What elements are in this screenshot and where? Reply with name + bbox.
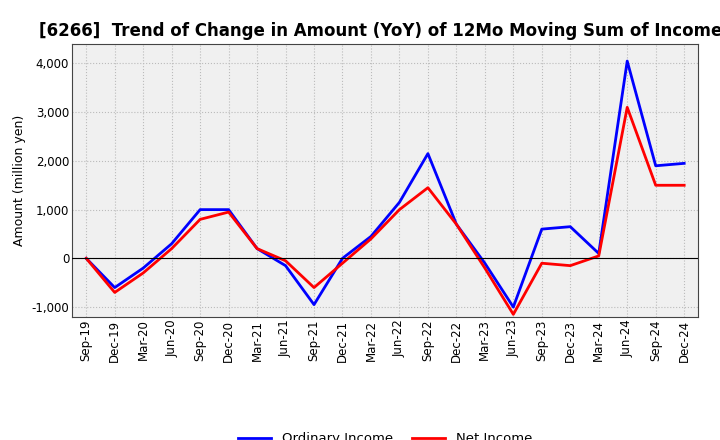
Net Income xyxy=(680,183,688,188)
Net Income xyxy=(452,222,461,227)
Ordinary Income xyxy=(652,163,660,169)
Net Income xyxy=(282,258,290,264)
Net Income xyxy=(537,260,546,266)
Y-axis label: Amount (million yen): Amount (million yen) xyxy=(13,115,26,246)
Net Income xyxy=(595,253,603,259)
Net Income xyxy=(395,207,404,212)
Net Income xyxy=(167,246,176,251)
Ordinary Income xyxy=(366,234,375,239)
Net Income xyxy=(196,217,204,222)
Net Income xyxy=(652,183,660,188)
Net Income xyxy=(253,246,261,251)
Ordinary Income xyxy=(253,246,261,251)
Net Income xyxy=(310,285,318,290)
Line: Net Income: Net Income xyxy=(86,107,684,314)
Ordinary Income xyxy=(225,207,233,212)
Ordinary Income xyxy=(167,241,176,246)
Ordinary Income xyxy=(623,59,631,64)
Net Income xyxy=(225,209,233,215)
Ordinary Income xyxy=(338,256,347,261)
Net Income xyxy=(480,265,489,271)
Ordinary Income xyxy=(196,207,204,212)
Ordinary Income xyxy=(537,227,546,232)
Ordinary Income xyxy=(395,200,404,205)
Ordinary Income xyxy=(480,260,489,266)
Line: Ordinary Income: Ordinary Income xyxy=(86,61,684,307)
Ordinary Income xyxy=(566,224,575,229)
Ordinary Income xyxy=(82,256,91,261)
Title: [6266]  Trend of Change in Amount (YoY) of 12Mo Moving Sum of Incomes: [6266] Trend of Change in Amount (YoY) o… xyxy=(39,22,720,40)
Net Income xyxy=(139,270,148,275)
Net Income xyxy=(623,105,631,110)
Ordinary Income xyxy=(139,265,148,271)
Ordinary Income xyxy=(595,251,603,256)
Legend: Ordinary Income, Net Income: Ordinary Income, Net Income xyxy=(233,427,538,440)
Ordinary Income xyxy=(110,285,119,290)
Net Income xyxy=(338,260,347,266)
Ordinary Income xyxy=(452,222,461,227)
Net Income xyxy=(110,290,119,295)
Ordinary Income xyxy=(310,302,318,307)
Net Income xyxy=(82,256,91,261)
Ordinary Income xyxy=(680,161,688,166)
Ordinary Income xyxy=(509,304,518,310)
Ordinary Income xyxy=(423,151,432,156)
Net Income xyxy=(509,312,518,317)
Ordinary Income xyxy=(282,263,290,268)
Net Income xyxy=(423,185,432,191)
Net Income xyxy=(566,263,575,268)
Net Income xyxy=(366,236,375,242)
